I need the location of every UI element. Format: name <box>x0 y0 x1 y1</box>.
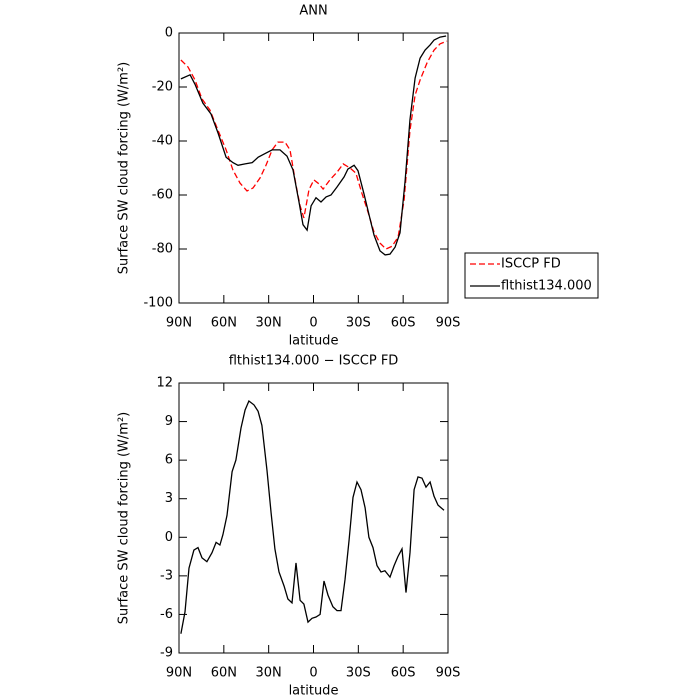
y-tick-label: -9 <box>160 646 173 661</box>
data-line <box>180 40 448 250</box>
x-tick-label: 30S <box>346 316 371 331</box>
x-tick-label: 60N <box>211 316 237 331</box>
y-tick-label: 3 <box>165 491 173 506</box>
x-tick-label: 0 <box>309 666 317 681</box>
x-tick-label: 0 <box>309 316 317 331</box>
y-tick-label: -40 <box>152 134 173 149</box>
y-tick-label: -6 <box>160 607 173 622</box>
x-tick-label: 30N <box>256 666 282 681</box>
y-tick-label: 6 <box>165 453 173 468</box>
legend-box <box>464 252 599 299</box>
x-axis-label: latitude <box>289 334 339 349</box>
legend-label: flthist134.000 <box>501 279 592 294</box>
legend-label: ISCCP FD <box>501 257 561 272</box>
y-tick-label: -60 <box>152 188 173 203</box>
x-tick-label: 60S <box>391 316 416 331</box>
y-tick-label: -100 <box>143 296 173 311</box>
data-line <box>180 399 445 634</box>
x-tick-label: 90N <box>166 316 192 331</box>
chart-title: flthist134.000 − ISCCP FD <box>229 354 399 369</box>
y-tick-label: 0 <box>165 26 173 41</box>
data-line <box>180 35 447 256</box>
y-tick-label: -3 <box>160 568 173 583</box>
x-tick-label: 30N <box>256 316 282 331</box>
y-tick-label: -80 <box>152 242 173 257</box>
x-tick-label: 60S <box>391 666 416 681</box>
x-tick-label: 30S <box>346 666 371 681</box>
x-tick-label: 60N <box>211 666 237 681</box>
y-axis-label: Surface SW cloud forcing (W/m²) <box>117 62 132 274</box>
x-tick-label: 90N <box>166 666 192 681</box>
plot-frame <box>178 382 449 654</box>
x-tick-label: 90S <box>436 316 461 331</box>
y-tick-label: 12 <box>156 376 173 391</box>
x-axis-label: latitude <box>289 684 339 699</box>
y-tick-label: -20 <box>152 80 173 95</box>
chart-title: ANN <box>299 4 327 19</box>
y-tick-label: 0 <box>165 530 173 545</box>
y-tick-label: 9 <box>165 414 173 429</box>
y-axis-label: Surface SW cloud forcing (W/m²) <box>117 412 132 624</box>
x-tick-label: 90S <box>436 666 461 681</box>
plot-frame <box>178 32 449 304</box>
